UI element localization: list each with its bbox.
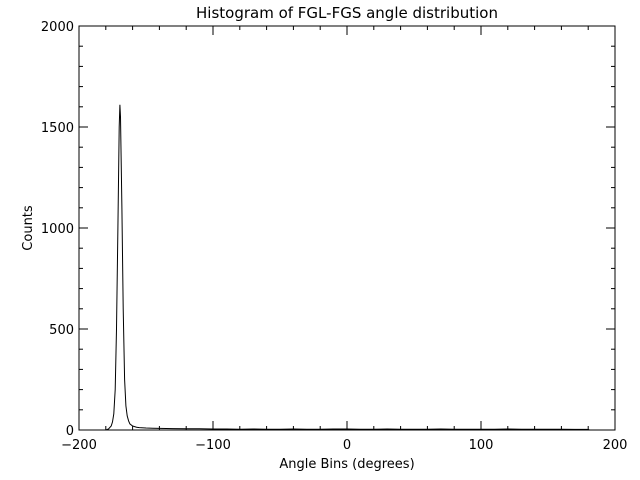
x-tick-label: −200 bbox=[61, 438, 97, 453]
series-line-counts bbox=[105, 104, 590, 431]
y-tick-label: 500 bbox=[49, 323, 74, 338]
x-tick-label: 0 bbox=[343, 438, 351, 453]
x-tick-label: 100 bbox=[469, 438, 494, 453]
y-tick-label: 2000 bbox=[41, 20, 74, 35]
chart-title: Histogram of FGL-FGS angle distribution bbox=[196, 4, 498, 22]
y-tick-label: 1000 bbox=[41, 222, 74, 237]
x-axis-label: Angle Bins (degrees) bbox=[279, 457, 414, 472]
y-tick-label: 0 bbox=[66, 424, 74, 439]
plot-frame bbox=[78, 25, 616, 431]
y-axis-label: Counts bbox=[21, 205, 36, 251]
y-tick-label: 1500 bbox=[41, 121, 74, 136]
x-tick-label: 200 bbox=[603, 438, 628, 453]
x-tick-label: −100 bbox=[195, 438, 231, 453]
